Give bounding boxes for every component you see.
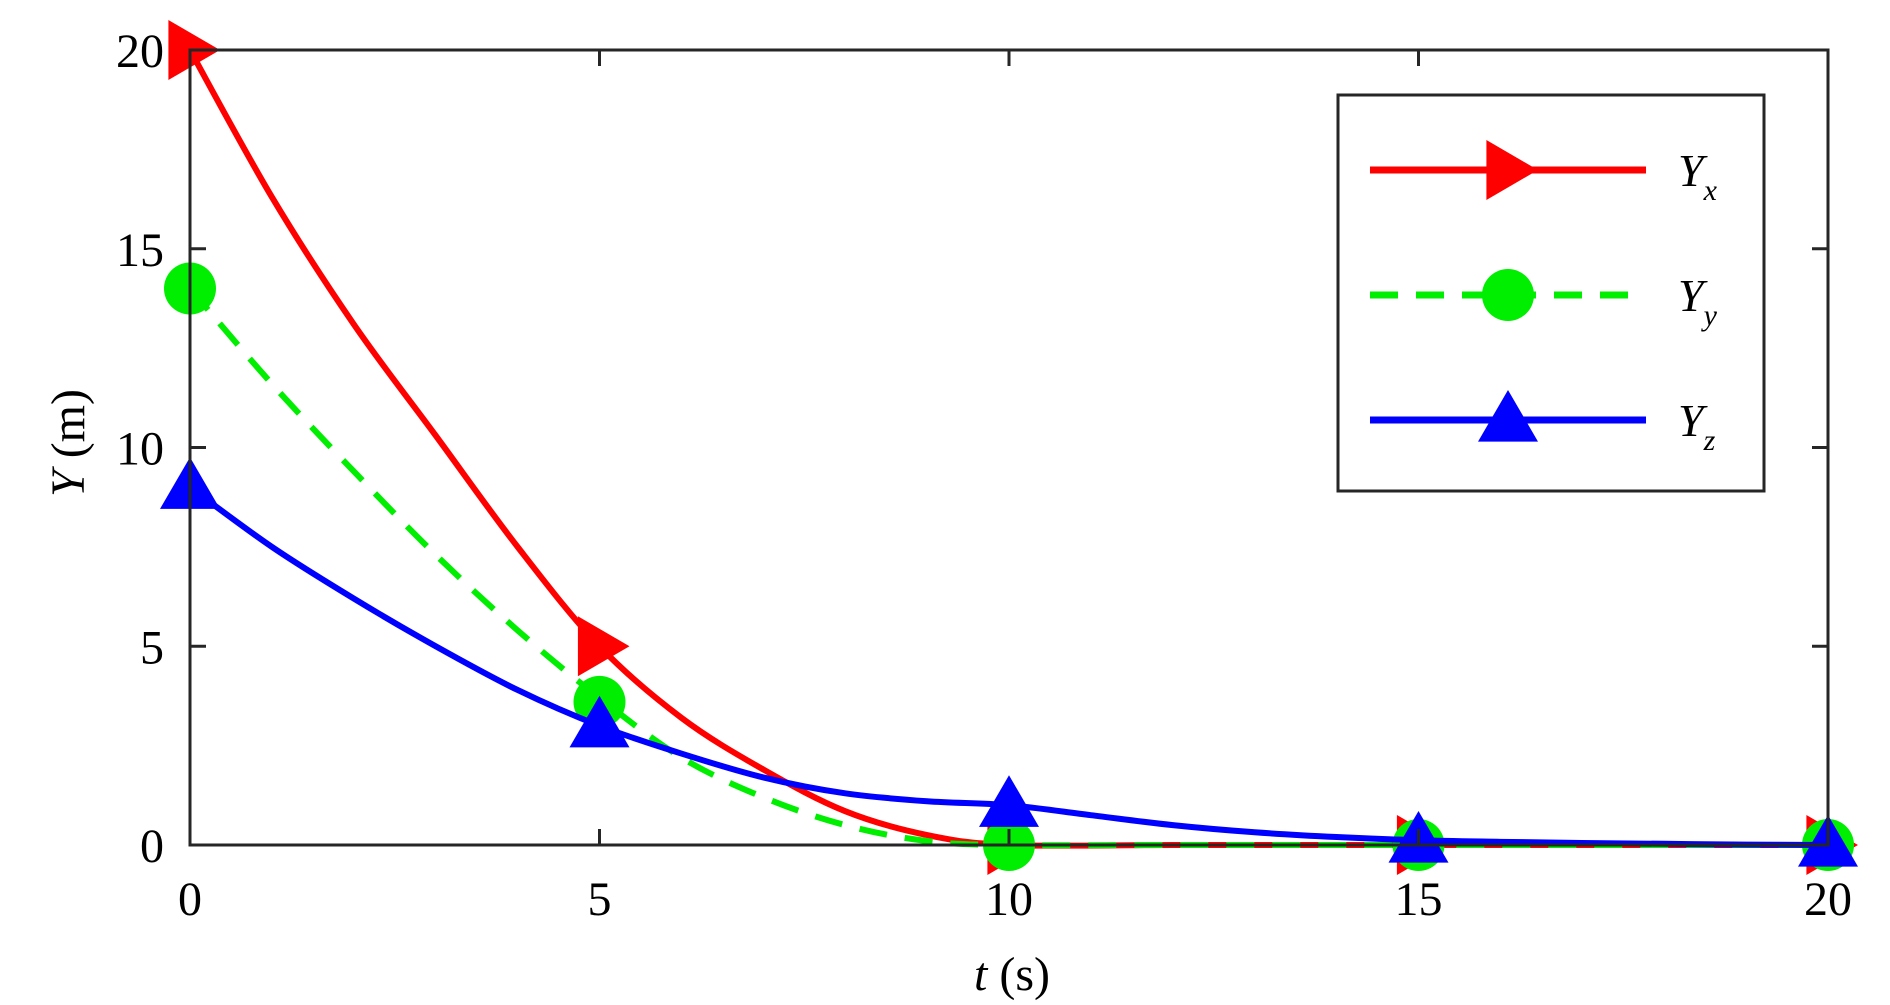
- legend-marker: [1482, 269, 1534, 321]
- x-tick-label: 10: [985, 873, 1033, 926]
- legend-label: Yz: [1678, 395, 1716, 457]
- series-layer: [160, 20, 1858, 875]
- legend-marker: [1478, 390, 1538, 442]
- y-tick-label: 10: [116, 423, 164, 476]
- x-tick-label: 5: [588, 873, 612, 926]
- x-axis-label-unit: (s): [987, 948, 1050, 1001]
- legend-label-main: Y: [1678, 395, 1708, 446]
- x-tick-label: 15: [1395, 873, 1443, 926]
- y-tick-label: 20: [116, 25, 164, 78]
- legend-label-subscript: z: [1703, 424, 1716, 457]
- legend-box: [1336, 93, 1766, 493]
- y-axis-label-symbol: Y: [42, 466, 95, 497]
- data-point-z: [979, 775, 1039, 827]
- legend-label-subscript: y: [1701, 299, 1718, 332]
- tick-marks: [188, 48, 1830, 847]
- y-tick-label: 0: [140, 820, 164, 873]
- legend-entry-y: Yy: [1370, 269, 1718, 332]
- y-tick-labels: 0 5 10 15 20: [116, 25, 164, 873]
- x-tick-label: 20: [1804, 873, 1852, 926]
- x-tick-labels: 0 5 10 15 20: [178, 873, 1852, 926]
- y-axis-label: Y (m): [42, 389, 95, 497]
- legend-marker: [1486, 140, 1538, 200]
- legend-label-main: Y: [1678, 145, 1708, 196]
- legend-entry-z: Yz: [1370, 390, 1716, 457]
- legend-label: Yy: [1678, 270, 1718, 332]
- y-axis-label-unit: (m): [42, 389, 95, 470]
- x-axis-label: t (s): [974, 948, 1050, 1001]
- legend-label-subscript: x: [1703, 174, 1718, 207]
- x-axis-label-symbol: t: [974, 948, 989, 1001]
- legend-label-main: Y: [1678, 270, 1708, 321]
- y-tick-label: 15: [116, 224, 164, 277]
- legend-entry-x: Yx: [1370, 140, 1718, 207]
- y-tick-label: 5: [140, 621, 164, 674]
- x-tick-label: 0: [178, 873, 202, 926]
- data-point-z: [569, 695, 630, 748]
- legend-label: Yx: [1678, 145, 1718, 207]
- data-point-x: [577, 616, 630, 677]
